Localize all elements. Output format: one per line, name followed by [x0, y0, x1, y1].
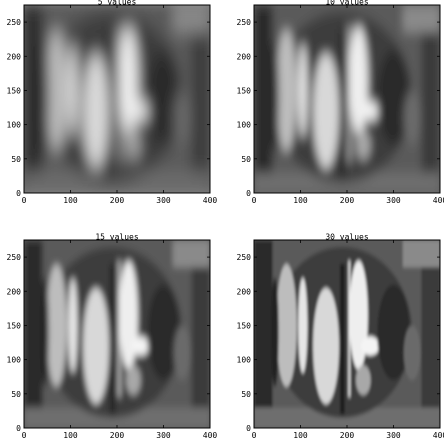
y-tick-label: 100 [7, 121, 22, 130]
y-tick-label: 50 [11, 155, 21, 164]
x-tick-label: 300 [156, 196, 171, 205]
x-tick-label: 0 [252, 431, 257, 438]
y-tick-label: 0 [246, 189, 251, 198]
x-tick-label: 400 [203, 431, 218, 438]
panel-title: 5 values [98, 0, 137, 7]
x-tick-label: 300 [156, 431, 171, 438]
panel-title: 10 values [325, 0, 369, 7]
y-tick-label: 50 [241, 390, 251, 399]
reconstruction-image [24, 240, 210, 428]
x-tick-label: 0 [22, 196, 27, 205]
y-tick-label: 0 [246, 424, 251, 433]
y-tick-label: 0 [16, 189, 21, 198]
y-tick-label: 50 [11, 390, 21, 399]
y-tick-label: 150 [7, 321, 22, 330]
x-tick-label: 200 [340, 196, 355, 205]
x-tick-label: 100 [63, 196, 78, 205]
panel-2: 10 values 0 100 200 300 400 0 50 100 150 200 250 [237, 0, 444, 205]
y-tick-label: 100 [7, 356, 22, 365]
reconstruction-image [254, 240, 440, 428]
reconstruction-image [24, 5, 210, 193]
x-tick-label: 300 [386, 431, 401, 438]
y-tick-label: 100 [237, 356, 252, 365]
x-tick-label: 400 [433, 431, 444, 438]
y-tick-label: 250 [7, 18, 22, 27]
x-tick-label: 100 [63, 431, 78, 438]
panel-3: 15 values 0 100 200 300 400 0 50 100 150 200 250 [7, 233, 218, 438]
x-tick-label: 0 [22, 431, 27, 438]
y-tick-label: 50 [241, 155, 251, 164]
y-tick-label: 0 [16, 424, 21, 433]
y-tick-label: 200 [7, 287, 22, 296]
x-tick-label: 400 [203, 196, 218, 205]
x-tick-label: 300 [386, 196, 401, 205]
y-tick-label: 200 [237, 52, 252, 61]
y-tick-label: 250 [237, 253, 252, 262]
panel-title: 30 values [325, 233, 369, 242]
x-tick-label: 100 [293, 196, 308, 205]
x-tick-label: 0 [252, 196, 257, 205]
panel-title: 15 values [95, 233, 139, 242]
x-tick-label: 200 [110, 196, 125, 205]
x-tick-label: 200 [340, 431, 355, 438]
reconstruction-image [254, 5, 440, 193]
y-tick-label: 200 [7, 52, 22, 61]
panel-4: 30 values 0 100 200 300 400 0 50 100 150 200 250 [237, 233, 444, 438]
y-tick-label: 150 [237, 86, 252, 95]
panel-1: 5 values 0 100 200 300 400 0 50 100 150 200 250 [7, 0, 218, 205]
x-tick-label: 400 [433, 196, 444, 205]
y-tick-label: 250 [7, 253, 22, 262]
y-tick-label: 250 [237, 18, 252, 27]
y-tick-label: 100 [237, 121, 252, 130]
y-tick-label: 150 [237, 321, 252, 330]
x-tick-label: 100 [293, 431, 308, 438]
x-tick-label: 200 [110, 431, 125, 438]
y-tick-label: 150 [7, 86, 22, 95]
y-tick-label: 200 [237, 287, 252, 296]
